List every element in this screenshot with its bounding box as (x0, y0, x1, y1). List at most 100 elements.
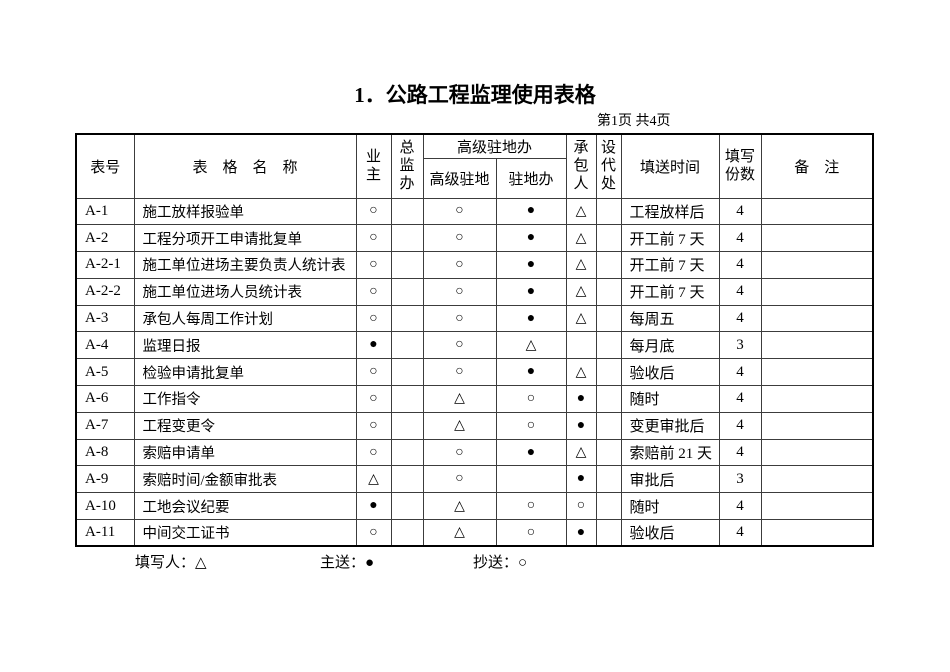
cell-contractor: △ (565, 304, 597, 333)
legend-copy-send: 抄送：○ (473, 555, 528, 571)
cell-senior-resident: ○ (422, 277, 497, 306)
legend: 填写人：△ 主送：● 抄送：○ (0, 551, 950, 573)
cell-contractor: △ (565, 197, 597, 226)
cell-design-rep (595, 492, 622, 521)
cell-form-name: 工作指令 (133, 385, 357, 413)
cell-owner: △ (355, 465, 392, 494)
col-header-senior-resident: 高级驻地 (422, 157, 497, 199)
table-row: A-9 索赔时间/金额审批表 △ ○ ● 审批后 3 (75, 465, 874, 494)
cell-senior-resident: △ (422, 411, 497, 440)
cell-owner: ○ (355, 358, 392, 387)
cell-chief-office (390, 304, 424, 333)
cell-owner: ○ (355, 197, 392, 226)
cell-remarks (760, 465, 874, 494)
cell-remarks (760, 492, 874, 521)
cell-design-rep (595, 277, 622, 306)
cell-contractor: △ (565, 277, 597, 306)
cell-resident-office: ● (495, 277, 567, 306)
cell-design-rep (595, 251, 622, 279)
cell-remarks (760, 519, 874, 547)
cell-chief-office (390, 197, 424, 226)
cell-copies: 4 (718, 197, 762, 226)
cell-copies: 4 (718, 277, 762, 306)
cell-submit-time: 每周五 (620, 304, 720, 333)
cell-form-no: A-4 (75, 331, 135, 360)
cell-form-no: A-3 (75, 304, 135, 333)
cell-remarks (760, 331, 874, 360)
cell-remarks (760, 224, 874, 253)
cell-form-name: 承包人每周工作计划 (133, 304, 357, 333)
cell-remarks (760, 251, 874, 279)
cell-chief-office (390, 251, 424, 279)
cell-form-name: 中间交工证书 (133, 519, 357, 547)
cell-resident-office (495, 465, 567, 494)
cell-design-rep (595, 304, 622, 333)
cell-owner: ○ (355, 438, 392, 467)
cell-design-rep (595, 385, 622, 413)
cell-chief-office (390, 385, 424, 413)
cell-chief-office (390, 519, 424, 547)
col-header-form-no: 表号 (75, 133, 135, 199)
cell-form-name: 施工放样报验单 (133, 197, 357, 226)
cell-contractor: △ (565, 358, 597, 387)
cell-resident-office: ○ (495, 411, 567, 440)
cell-contractor: ● (565, 411, 597, 440)
cell-senior-resident: ○ (422, 465, 497, 494)
table-row: A-1 施工放样报验单 ○ ○ ● △ 工程放样后 4 (75, 197, 874, 226)
cell-contractor: ● (565, 519, 597, 547)
col-header-resident-office: 驻地办 (495, 157, 567, 199)
col-header-contractor-label: 承包人 (573, 140, 589, 193)
cell-contractor: △ (565, 438, 597, 467)
page-number-indicator: 第1页 共4页 (597, 114, 671, 129)
col-header-contractor: 承包人 (565, 133, 597, 199)
cell-copies: 4 (718, 492, 762, 521)
cell-copies: 4 (718, 358, 762, 387)
cell-submit-time: 变更审批后 (620, 411, 720, 440)
cell-resident-office: ○ (495, 519, 567, 547)
table-body: A-1 施工放样报验单 ○ ○ ● △ 工程放样后 4 A-2 工程分项开工申请批复单 ○ ○ ● △ 开工… (75, 197, 874, 547)
cell-remarks (760, 358, 874, 387)
cell-chief-office (390, 492, 424, 521)
cell-form-name: 工程分项开工申请批复单 (133, 224, 357, 253)
col-header-form-name: 表 格 名 称 (133, 133, 357, 199)
table-row: A-5 检验申请批复单 ○ ○ ● △ 验收后 4 (75, 358, 874, 387)
cell-submit-time: 随时 (620, 385, 720, 413)
cell-form-name: 索赔申请单 (133, 438, 357, 467)
cell-owner: ○ (355, 251, 392, 279)
col-header-owner-label: 业主 (365, 149, 381, 184)
table-row: A-3 承包人每周工作计划 ○ ○ ● △ 每周五 4 (75, 304, 874, 333)
cell-form-name: 工程变更令 (133, 411, 357, 440)
cell-owner: ○ (355, 411, 392, 440)
page-title: 1．公路工程监理使用表格 (354, 83, 596, 107)
col-header-senior-resident-group: 高级驻地办 (422, 133, 567, 159)
cell-senior-resident: ○ (422, 224, 497, 253)
cell-resident-office: ● (495, 224, 567, 253)
cell-owner: ● (355, 492, 392, 521)
cell-owner: ● (355, 331, 392, 360)
cell-chief-office (390, 438, 424, 467)
cell-design-rep (595, 438, 622, 467)
cell-copies: 4 (718, 385, 762, 413)
cell-design-rep (595, 519, 622, 547)
cell-copies: 4 (718, 304, 762, 333)
cell-senior-resident: ○ (422, 358, 497, 387)
cell-form-no: A-8 (75, 438, 135, 467)
cell-submit-time: 每月底 (620, 331, 720, 360)
legend-main-send: 主送：● (320, 555, 375, 571)
cell-owner: ○ (355, 224, 392, 253)
cell-design-rep (595, 224, 622, 253)
cell-chief-office (390, 465, 424, 494)
cell-form-name: 施工单位进场人员统计表 (133, 277, 357, 306)
cell-submit-time: 工程放样后 (620, 197, 720, 226)
cell-owner: ○ (355, 304, 392, 333)
cell-submit-time: 索赔前 21 天 (620, 438, 720, 467)
col-header-remarks: 备 注 (760, 133, 874, 199)
cell-form-no: A-11 (75, 519, 135, 547)
cell-form-no: A-2-1 (75, 251, 135, 279)
cell-form-no: A-2 (75, 224, 135, 253)
cell-senior-resident: △ (422, 519, 497, 547)
